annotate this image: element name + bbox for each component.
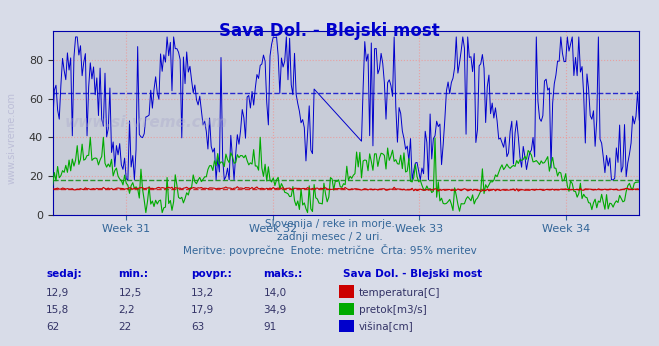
Text: 13,2: 13,2 <box>191 288 214 298</box>
Text: 12,9: 12,9 <box>46 288 69 298</box>
Text: povpr.:: povpr.: <box>191 269 232 279</box>
Text: www.si-vreme.com: www.si-vreme.com <box>65 115 227 130</box>
Text: Slovenija / reke in morje.: Slovenija / reke in morje. <box>264 219 395 229</box>
Text: 17,9: 17,9 <box>191 305 214 315</box>
Text: Sava Dol. - Blejski most: Sava Dol. - Blejski most <box>343 269 482 279</box>
Text: Sava Dol. - Blejski most: Sava Dol. - Blejski most <box>219 22 440 40</box>
Text: temperatura[C]: temperatura[C] <box>359 288 441 298</box>
Text: 63: 63 <box>191 322 204 333</box>
Text: min.:: min.: <box>119 269 149 279</box>
Text: višina[cm]: višina[cm] <box>359 322 414 333</box>
Text: 2,2: 2,2 <box>119 305 135 315</box>
Text: 91: 91 <box>264 322 277 333</box>
Text: pretok[m3/s]: pretok[m3/s] <box>359 305 427 315</box>
Text: 62: 62 <box>46 322 59 333</box>
Text: sedaj:: sedaj: <box>46 269 82 279</box>
Text: zadnji mesec / 2 uri.: zadnji mesec / 2 uri. <box>277 233 382 243</box>
Text: 12,5: 12,5 <box>119 288 142 298</box>
Text: www.si-vreme.com: www.si-vreme.com <box>7 92 16 184</box>
Text: 34,9: 34,9 <box>264 305 287 315</box>
Text: Meritve: povprečne  Enote: metrične  Črta: 95% meritev: Meritve: povprečne Enote: metrične Črta:… <box>183 244 476 256</box>
Text: 15,8: 15,8 <box>46 305 69 315</box>
Text: maks.:: maks.: <box>264 269 303 279</box>
Text: 14,0: 14,0 <box>264 288 287 298</box>
Text: 22: 22 <box>119 322 132 333</box>
